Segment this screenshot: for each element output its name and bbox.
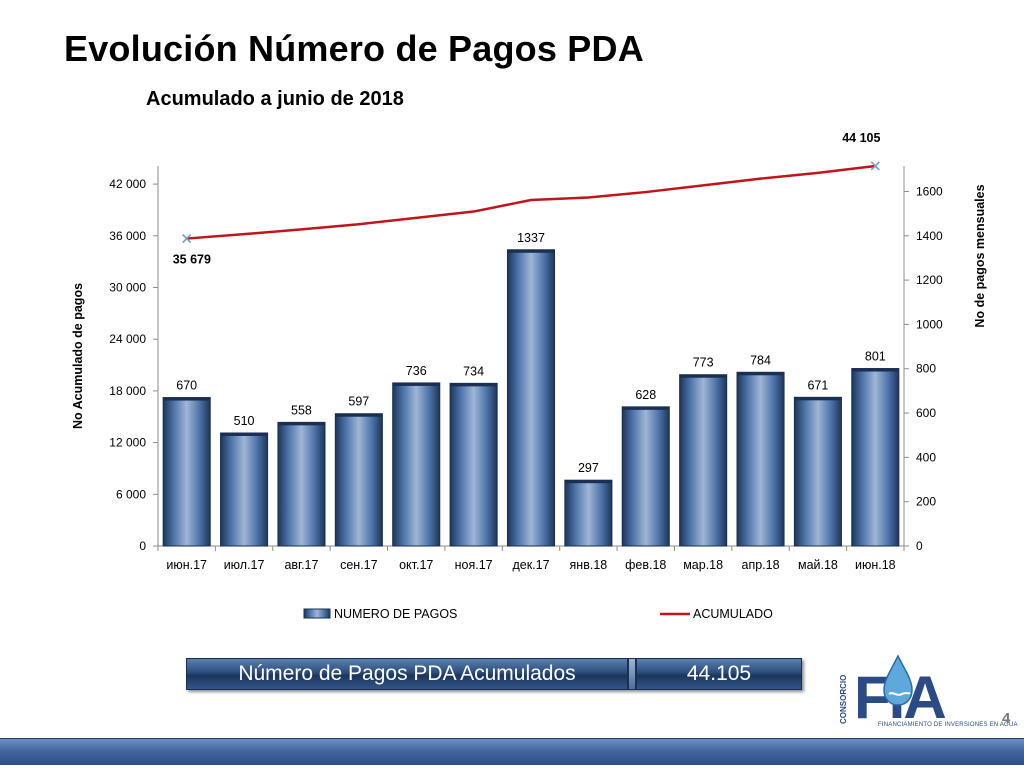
bar-data-label: 671 xyxy=(807,378,828,392)
left-tick-label: 18 000 xyxy=(109,384,146,398)
page-subtitle: Acumulado a junio de 2018 xyxy=(146,88,404,110)
bar xyxy=(220,432,269,547)
bar-cap xyxy=(564,480,612,484)
right-tick-label: 800 xyxy=(916,362,936,376)
x-tick-label: май.18 xyxy=(798,558,838,572)
bar-data-label: 1337 xyxy=(517,231,545,245)
bar xyxy=(736,371,785,547)
bar-data-label: 628 xyxy=(635,388,656,402)
right-tick-label: 400 xyxy=(916,450,936,464)
bar-data-label: 773 xyxy=(693,356,714,370)
left-tick-label: 6 000 xyxy=(116,487,146,501)
x-tick-label: авг.17 xyxy=(284,558,318,572)
right-axis-title: No de pagos mensuales xyxy=(973,184,987,327)
page-title: Evolución Número de Pagos PDA xyxy=(64,28,644,69)
right-tick-label: 1600 xyxy=(916,184,943,198)
left-tick-label: 36 000 xyxy=(109,229,146,243)
bar xyxy=(851,368,900,547)
bar-data-label: 597 xyxy=(348,395,369,409)
bar xyxy=(449,382,498,547)
bar xyxy=(793,396,842,547)
x-tick-label: июл.17 xyxy=(224,558,265,572)
bar-cap xyxy=(392,382,440,386)
line-marker xyxy=(182,233,192,244)
bar-cap xyxy=(277,422,325,426)
bar xyxy=(621,406,670,547)
line-marker xyxy=(870,161,880,171)
x-tick-label: сен.17 xyxy=(340,558,378,572)
footer-bar xyxy=(0,738,1024,765)
summary-banner: Número de Pagos PDA Acumulados 44.105 xyxy=(186,658,802,690)
line-first-label: 35 679 xyxy=(173,253,211,267)
bar-cap xyxy=(737,372,785,376)
x-tick-label: ноя.17 xyxy=(455,558,493,572)
bar-data-label: 510 xyxy=(234,414,255,428)
summary-divider xyxy=(628,658,636,690)
combo-chart: 0 6 000 12 000 18 000 24 000 30 000 36 000 42 0… xyxy=(71,131,987,621)
right-tick-label: 0 xyxy=(916,539,923,553)
bar-cap xyxy=(794,397,842,401)
bar-data-label: 784 xyxy=(750,353,771,367)
right-tick-label: 1400 xyxy=(916,229,943,243)
legend-line-label: ACUMULADO xyxy=(693,607,773,621)
right-tick-label: 600 xyxy=(916,406,936,420)
x-tick-label: дек.17 xyxy=(512,558,549,572)
logo-tagline: FINANCIAMIENTO DE INVERSIONES EN AGUA xyxy=(878,722,1018,728)
x-tick-label: июн.17 xyxy=(166,558,207,572)
bar-cap xyxy=(335,413,383,417)
fia-logo: CONSORCIO FIA xyxy=(839,654,947,731)
bar-data-label: 558 xyxy=(291,403,312,417)
bar-data-label: 670 xyxy=(176,379,197,393)
bar-cap xyxy=(851,368,899,372)
x-tick-label: июн.18 xyxy=(855,558,896,572)
summary-value: 44.105 xyxy=(636,658,802,690)
left-tick-label: 30 000 xyxy=(109,280,146,294)
bar-data-label: 297 xyxy=(578,461,599,475)
bar xyxy=(564,479,613,547)
right-tick-label: 1200 xyxy=(916,273,943,287)
page-number: 4 xyxy=(1002,710,1011,727)
bar xyxy=(392,382,441,547)
bar xyxy=(162,397,211,547)
left-tick-label: 0 xyxy=(139,539,146,553)
left-tick-label: 42 000 xyxy=(109,177,146,191)
bar-cap xyxy=(220,432,268,436)
bar xyxy=(506,249,556,547)
right-tick-label: 200 xyxy=(916,495,936,509)
bar-data-label: 736 xyxy=(406,364,427,378)
left-tick-label: 24 000 xyxy=(109,332,146,346)
legend-bar-label: NUMERO DE PAGOS xyxy=(334,607,457,621)
bar xyxy=(679,374,728,547)
summary-label: Número de Pagos PDA Acumulados xyxy=(186,658,628,690)
bar-data-label: 801 xyxy=(865,350,886,364)
bar-data-label: 734 xyxy=(463,364,484,378)
bar-cap xyxy=(507,249,555,253)
x-tick-label: апр.18 xyxy=(742,558,780,572)
bar-cap xyxy=(679,374,727,378)
logo-vertical-text: CONSORCIO xyxy=(839,675,848,724)
legend-bar-swatch xyxy=(303,608,331,619)
left-tick-label: 12 000 xyxy=(109,436,146,450)
x-tick-label: фев.18 xyxy=(625,558,666,572)
x-tick-label: янв.18 xyxy=(570,558,608,572)
x-tick-label: мар.18 xyxy=(683,558,723,572)
line-last-label: 44 105 xyxy=(842,131,880,145)
bar xyxy=(277,421,326,547)
x-tick-label: окт.17 xyxy=(399,558,433,572)
bar-cap xyxy=(622,406,670,410)
left-axis-title: No Acumulado de pagos xyxy=(71,283,85,429)
accumulated-line xyxy=(186,164,876,240)
bar-cap xyxy=(163,397,211,401)
bar xyxy=(334,413,383,547)
right-tick-label: 1000 xyxy=(916,317,943,331)
bar-cap xyxy=(450,383,498,387)
